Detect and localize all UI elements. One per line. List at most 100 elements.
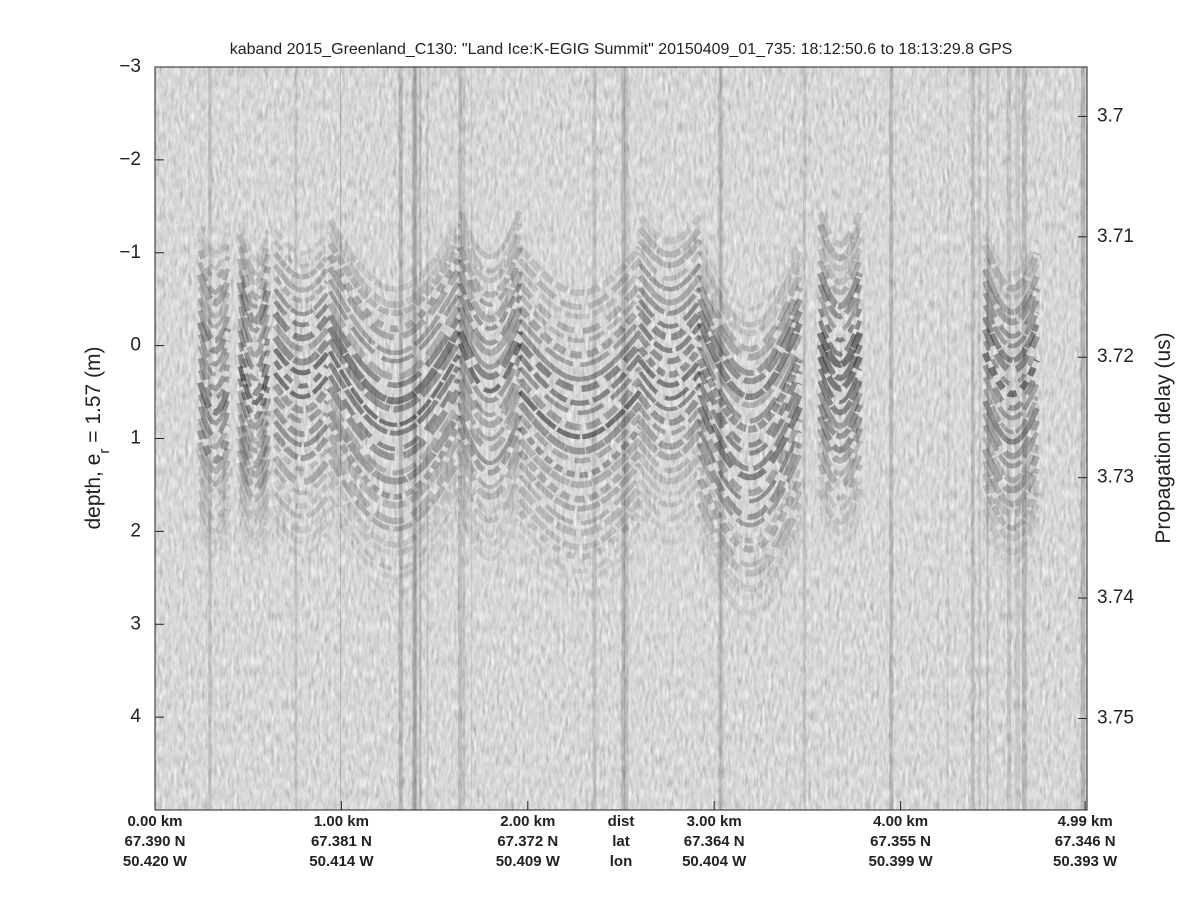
layer xyxy=(457,342,523,394)
layer xyxy=(982,495,1040,542)
layer xyxy=(982,340,1040,387)
lat-label: 67.372 N xyxy=(497,833,558,850)
layer xyxy=(517,425,643,479)
layer xyxy=(327,482,461,556)
y-tick-label: −3 xyxy=(119,56,141,77)
layer xyxy=(817,355,863,392)
streak xyxy=(981,67,983,810)
chart-title: kaband 2015_Greenland_C130: "Land Ice:K-… xyxy=(230,41,1013,58)
y-tick-label: −2 xyxy=(119,149,141,170)
layer xyxy=(817,247,863,286)
layer xyxy=(817,283,863,320)
layer xyxy=(518,294,642,344)
layer xyxy=(272,263,330,293)
layer xyxy=(457,498,523,548)
streak xyxy=(885,67,889,810)
layer xyxy=(458,390,522,441)
streak xyxy=(294,67,298,810)
layer xyxy=(517,546,643,598)
layer xyxy=(327,506,461,580)
layer xyxy=(697,466,803,544)
layer xyxy=(272,515,330,545)
layer xyxy=(697,346,803,424)
y-axis-label-sub: r xyxy=(96,449,113,454)
layer xyxy=(817,403,863,440)
layer xyxy=(457,402,523,452)
layer xyxy=(272,311,330,342)
y-axis-label: depth, er = 1.57 (m) xyxy=(82,346,113,529)
streak xyxy=(194,67,197,810)
echogram-texture xyxy=(155,67,1087,810)
layer xyxy=(272,335,330,366)
streak xyxy=(171,67,175,810)
layer xyxy=(457,330,523,380)
layer xyxy=(517,354,643,406)
layer xyxy=(817,439,863,477)
layer xyxy=(638,382,702,412)
layer xyxy=(328,494,460,572)
streak xyxy=(986,67,989,810)
layer xyxy=(273,240,329,269)
layer xyxy=(517,437,643,489)
layer xyxy=(458,366,522,417)
layer xyxy=(638,262,702,292)
layer xyxy=(196,381,231,417)
streak xyxy=(413,67,418,810)
layer xyxy=(237,341,271,382)
layer xyxy=(457,450,523,500)
layer xyxy=(237,269,271,310)
layer xyxy=(327,314,461,388)
layer xyxy=(457,210,523,260)
layer xyxy=(637,394,703,426)
x-tick-label: 1.00 km xyxy=(314,813,369,830)
layer xyxy=(327,409,461,485)
streak xyxy=(1016,67,1020,810)
layer xyxy=(982,520,1040,566)
streak xyxy=(592,67,597,810)
layer xyxy=(237,365,271,406)
y2-tick-label: 3.75 xyxy=(1097,707,1134,728)
layer xyxy=(197,237,231,271)
lat-label: 67.364 N xyxy=(684,833,745,850)
layer xyxy=(273,275,329,304)
row-name: lon xyxy=(610,853,633,870)
layer xyxy=(517,341,643,393)
layer xyxy=(637,334,703,365)
lon-label: 50.414 W xyxy=(309,853,374,870)
streak xyxy=(411,67,417,810)
streak xyxy=(462,67,466,810)
streak xyxy=(985,67,989,810)
layer xyxy=(197,489,231,522)
layer xyxy=(638,298,702,329)
layer xyxy=(237,293,271,334)
layer xyxy=(197,261,231,296)
streak xyxy=(624,67,629,810)
layer xyxy=(327,362,461,436)
y2-tick-label: 3.71 xyxy=(1097,226,1134,247)
streak xyxy=(830,67,833,810)
lat-label: 67.355 N xyxy=(870,833,931,850)
streak xyxy=(686,67,689,810)
lon-label: 50.409 W xyxy=(496,853,561,870)
row-name: dist xyxy=(608,813,635,830)
layer xyxy=(327,433,461,509)
layer xyxy=(697,394,803,472)
layer xyxy=(327,458,461,532)
layer xyxy=(638,322,702,353)
layer xyxy=(457,246,523,298)
layer xyxy=(272,479,330,510)
streak xyxy=(1033,67,1036,810)
y-axis-label-part: depth, e xyxy=(82,454,105,530)
layer xyxy=(456,270,524,323)
streak xyxy=(1015,67,1020,810)
layer xyxy=(697,309,803,385)
layer xyxy=(637,274,703,306)
layer xyxy=(327,337,461,413)
layer xyxy=(237,437,271,479)
layer xyxy=(273,419,329,448)
streak xyxy=(282,67,286,810)
layer xyxy=(517,413,643,464)
layer xyxy=(697,321,803,401)
layer xyxy=(327,217,461,293)
y-tick-label: −1 xyxy=(119,242,141,263)
